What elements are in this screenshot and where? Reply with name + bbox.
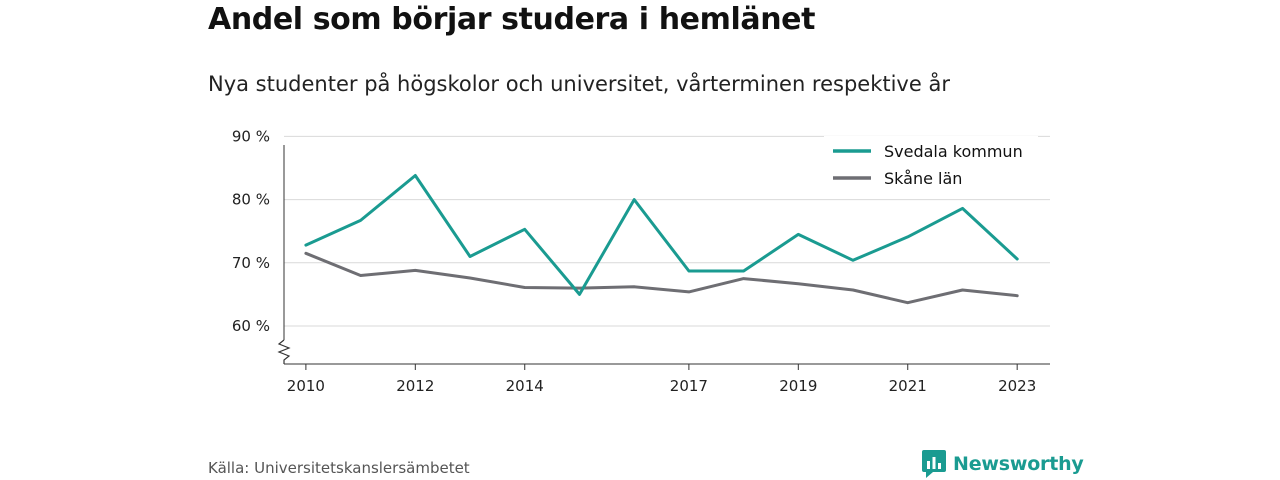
source-note: Källa: Universitetskanslersämbetet	[208, 459, 470, 477]
series-lines	[304, 174, 1019, 305]
y-tick-label: 80 %	[232, 191, 270, 209]
x-tick-label: 2019	[779, 377, 817, 395]
legend-bg	[824, 163, 1038, 189]
chart-subtitle: Nya studenter på högskolor och universit…	[208, 72, 950, 96]
brand-name: Newsworthy	[953, 453, 1084, 475]
x-tick-label: 2017	[670, 377, 708, 395]
brand-logo[interactable]: Newsworthy	[922, 450, 1084, 478]
y-tick-label: 70 %	[232, 254, 270, 272]
x-tick-label: 2010	[287, 377, 325, 395]
axes: 60 % 70 % 80 % 90 % 2010 2012 2014 2017 2019 2021…	[232, 127, 1050, 395]
legend-bg	[824, 136, 1038, 162]
chart-title: Andel som börjar studera i hemlänet	[208, 2, 816, 37]
legend-label-1: Skåne län	[884, 169, 962, 188]
legend-label-0: Svedala kommun	[884, 142, 1023, 161]
legend: Svedala kommun Skåne län	[824, 136, 1038, 189]
x-tick-label: 2014	[506, 377, 544, 395]
y-tick-label: 90 %	[232, 127, 270, 145]
x-tick-label: 2012	[396, 377, 434, 395]
series-line-0	[304, 174, 1019, 296]
x-tick-label: 2021	[889, 377, 927, 395]
axis-break-icon	[277, 339, 291, 364]
series-line-1	[304, 251, 1019, 305]
newsworthy-logo-icon	[922, 450, 946, 478]
x-tick-label: 2023	[998, 377, 1036, 395]
y-tick-label: 60 %	[232, 317, 270, 335]
